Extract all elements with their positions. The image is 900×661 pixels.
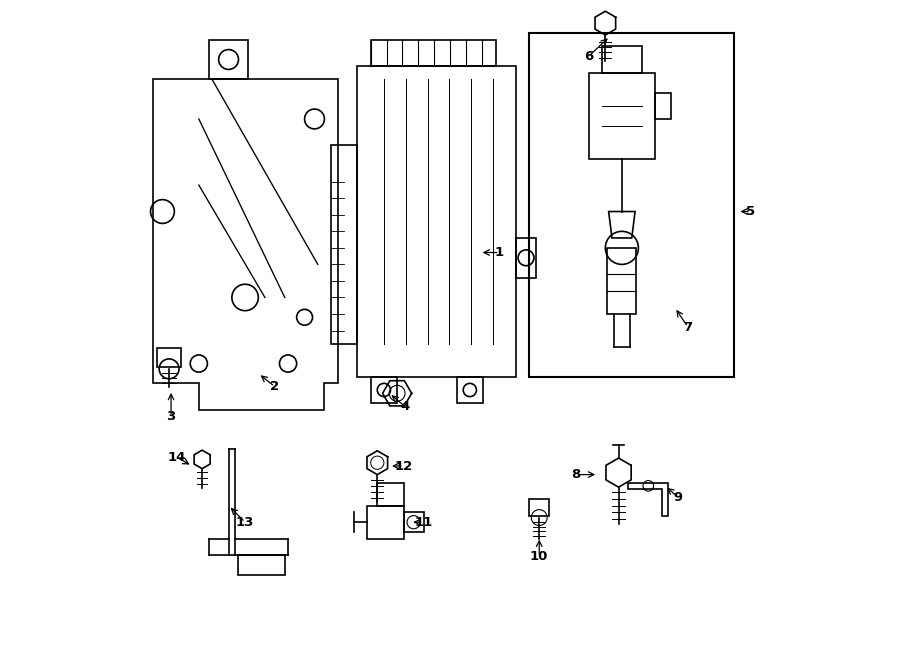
Bar [238, 555, 284, 575]
Bar [371, 40, 496, 66]
Bar [529, 33, 734, 377]
Bar [331, 145, 357, 344]
Text: 2: 2 [270, 380, 279, 393]
Bar [377, 483, 404, 506]
Text: 11: 11 [414, 516, 433, 529]
Bar [655, 93, 671, 119]
Bar [367, 506, 404, 539]
Text: 5: 5 [746, 205, 755, 218]
Bar [589, 73, 655, 159]
Text: 14: 14 [167, 451, 186, 464]
Text: 13: 13 [236, 516, 255, 529]
Text: 6: 6 [584, 50, 593, 63]
Text: 1: 1 [495, 246, 504, 259]
Bar [357, 66, 516, 377]
Bar [371, 377, 397, 403]
Text: 4: 4 [400, 400, 410, 413]
Text: 10: 10 [530, 550, 548, 563]
Bar [516, 238, 536, 278]
Text: 8: 8 [571, 468, 580, 481]
Text: 9: 9 [673, 490, 682, 504]
Bar [158, 348, 181, 367]
Bar [602, 46, 642, 73]
Bar [404, 512, 424, 532]
Text: 12: 12 [394, 459, 413, 473]
Bar [529, 499, 549, 516]
Bar [608, 248, 636, 314]
Text: 3: 3 [166, 410, 176, 423]
Bar [456, 377, 483, 403]
Text: 7: 7 [683, 321, 692, 334]
